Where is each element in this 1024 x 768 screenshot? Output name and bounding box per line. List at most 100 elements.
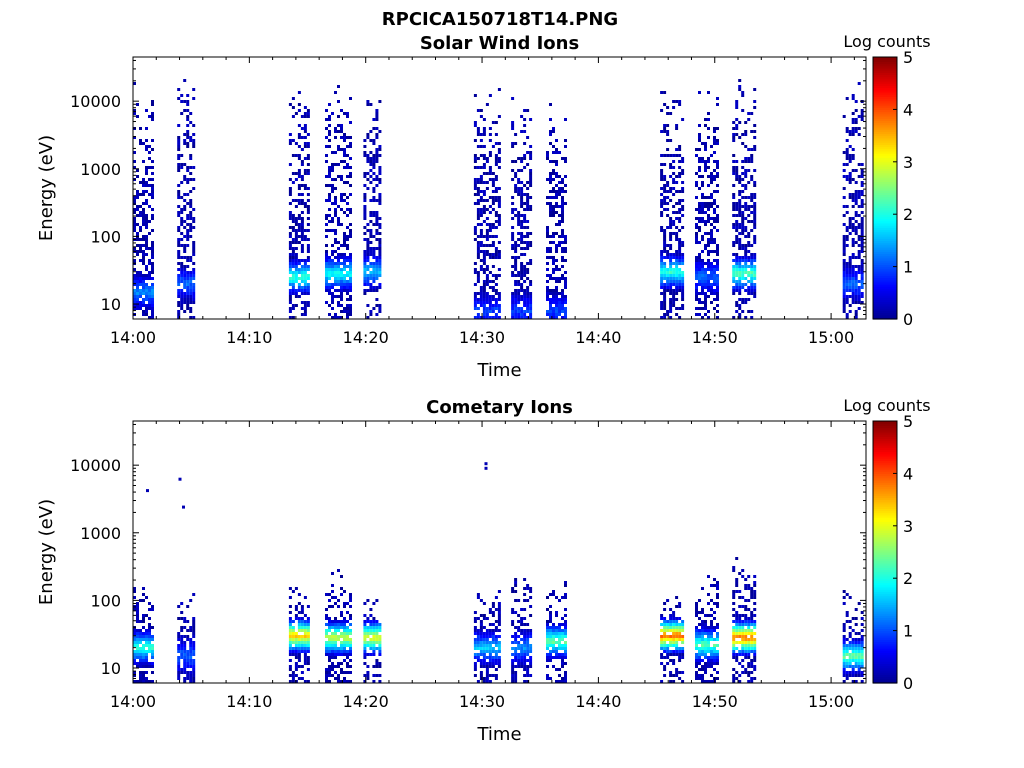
heatmap-cell xyxy=(148,220,151,223)
heatmap-cell xyxy=(192,241,196,244)
heatmap-cell xyxy=(675,175,679,178)
heatmap-cell xyxy=(860,205,864,208)
heatmap-cell xyxy=(485,656,489,659)
heatmap-cell xyxy=(151,244,154,247)
heatmap-cell xyxy=(842,629,846,632)
heatmap-cell xyxy=(186,142,190,145)
heatmap-cell xyxy=(732,136,736,139)
heatmap-cell xyxy=(145,310,148,313)
heatmap-cell xyxy=(328,665,331,668)
heatmap-cell xyxy=(555,172,558,175)
heatmap-cell xyxy=(491,602,495,605)
heatmap-cell xyxy=(306,605,310,608)
heatmap-cell xyxy=(378,304,382,307)
heatmap-cell xyxy=(306,620,310,623)
heatmap-cell xyxy=(297,620,301,623)
heatmap-cell xyxy=(479,632,483,635)
heatmap-cell xyxy=(328,172,331,175)
heatmap-cell xyxy=(346,644,349,647)
heatmap-cell xyxy=(517,307,521,310)
heatmap-cell xyxy=(558,307,561,310)
heatmap-cell xyxy=(857,650,861,653)
heatmap-cell xyxy=(549,289,552,292)
heatmap-cell xyxy=(698,662,701,665)
heatmap-cell xyxy=(482,256,486,259)
heatmap-cell xyxy=(476,250,480,253)
heatmap-cell xyxy=(854,292,858,295)
heatmap-cell xyxy=(151,680,154,683)
heatmap-cell xyxy=(372,223,376,226)
heatmap-cell xyxy=(552,178,555,181)
colorbar-segment xyxy=(873,159,897,163)
heatmap-cell xyxy=(303,106,307,109)
heatmap-cell xyxy=(842,286,846,289)
heatmap-cell xyxy=(860,241,864,244)
heatmap-cell xyxy=(511,247,515,250)
heatmap-cell xyxy=(529,587,533,590)
heatmap-cell xyxy=(186,286,190,289)
heatmap-cell xyxy=(337,569,340,572)
heatmap-cell xyxy=(663,235,667,238)
heatmap-cell xyxy=(701,211,704,214)
heatmap-cell xyxy=(186,214,190,217)
heatmap-cell xyxy=(325,253,328,256)
heatmap-cell xyxy=(479,235,483,238)
heatmap-cell xyxy=(192,166,196,169)
heatmap-cell xyxy=(851,130,855,133)
heatmap-cell xyxy=(375,265,379,268)
heatmap-cell xyxy=(564,145,567,148)
heatmap-cell xyxy=(666,130,670,133)
heatmap-cell xyxy=(660,253,664,256)
colorbar-segment xyxy=(873,244,897,248)
heatmap-cell xyxy=(303,292,307,295)
heatmap-cell xyxy=(744,620,748,623)
heatmap-cell xyxy=(511,202,515,205)
heatmap-cell xyxy=(494,253,498,256)
heatmap-cell xyxy=(343,160,346,163)
heatmap-cell xyxy=(744,635,748,638)
heatmap-cell xyxy=(514,292,518,295)
heatmap-cell xyxy=(291,283,295,286)
heatmap-cell xyxy=(363,656,367,659)
heatmap-cell xyxy=(750,620,754,623)
heatmap-cell xyxy=(494,235,498,238)
heatmap-cell xyxy=(520,235,524,238)
heatmap-cell xyxy=(514,578,518,581)
heatmap-cell xyxy=(716,298,719,301)
heatmap-cell xyxy=(713,142,716,145)
heatmap-cell xyxy=(291,632,295,635)
heatmap-cell xyxy=(514,647,518,650)
heatmap-cell xyxy=(325,217,328,220)
heatmap-cell xyxy=(741,160,745,163)
heatmap-cell xyxy=(549,142,552,145)
heatmap-cell xyxy=(713,289,716,292)
heatmap-cell xyxy=(177,656,181,659)
heatmap-cell xyxy=(303,280,307,283)
heatmap-cell xyxy=(306,109,310,112)
heatmap-cell xyxy=(133,220,136,223)
heatmap-cell xyxy=(366,620,370,623)
panel-title: Solar Wind Ions xyxy=(420,33,579,54)
heatmap-cell xyxy=(857,223,861,226)
heatmap-cell xyxy=(473,139,477,142)
heatmap-cell xyxy=(851,283,855,286)
heatmap-cell xyxy=(750,178,754,181)
heatmap-cell xyxy=(343,653,346,656)
colorbar-tick-label: 4 xyxy=(903,100,913,119)
heatmap-cell xyxy=(523,665,527,668)
heatmap-cell xyxy=(497,635,501,638)
heatmap-cell xyxy=(695,262,698,265)
heatmap-cell xyxy=(479,190,483,193)
heatmap-cell xyxy=(857,175,861,178)
heatmap-cell xyxy=(710,202,713,205)
heatmap-cell xyxy=(848,268,852,271)
heatmap-cell xyxy=(186,635,190,638)
heatmap-cell xyxy=(660,109,664,112)
heatmap-cell xyxy=(306,289,310,292)
heatmap-cell xyxy=(854,647,858,650)
heatmap-cell xyxy=(189,286,193,289)
heatmap-cell xyxy=(328,605,331,608)
heatmap-cell xyxy=(511,121,515,124)
colorbar-segment xyxy=(873,273,897,276)
heatmap-cell xyxy=(366,256,370,259)
